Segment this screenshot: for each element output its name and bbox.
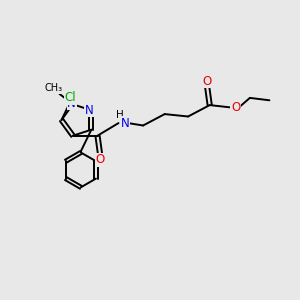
Text: Cl: Cl [65,91,76,104]
Text: N: N [121,117,130,130]
Text: O: O [231,101,240,114]
Text: O: O [202,75,211,88]
Text: H: H [116,110,124,120]
Text: CH₃: CH₃ [45,83,63,93]
Text: N: N [67,97,76,110]
Text: N: N [85,104,93,117]
Text: O: O [95,153,104,166]
